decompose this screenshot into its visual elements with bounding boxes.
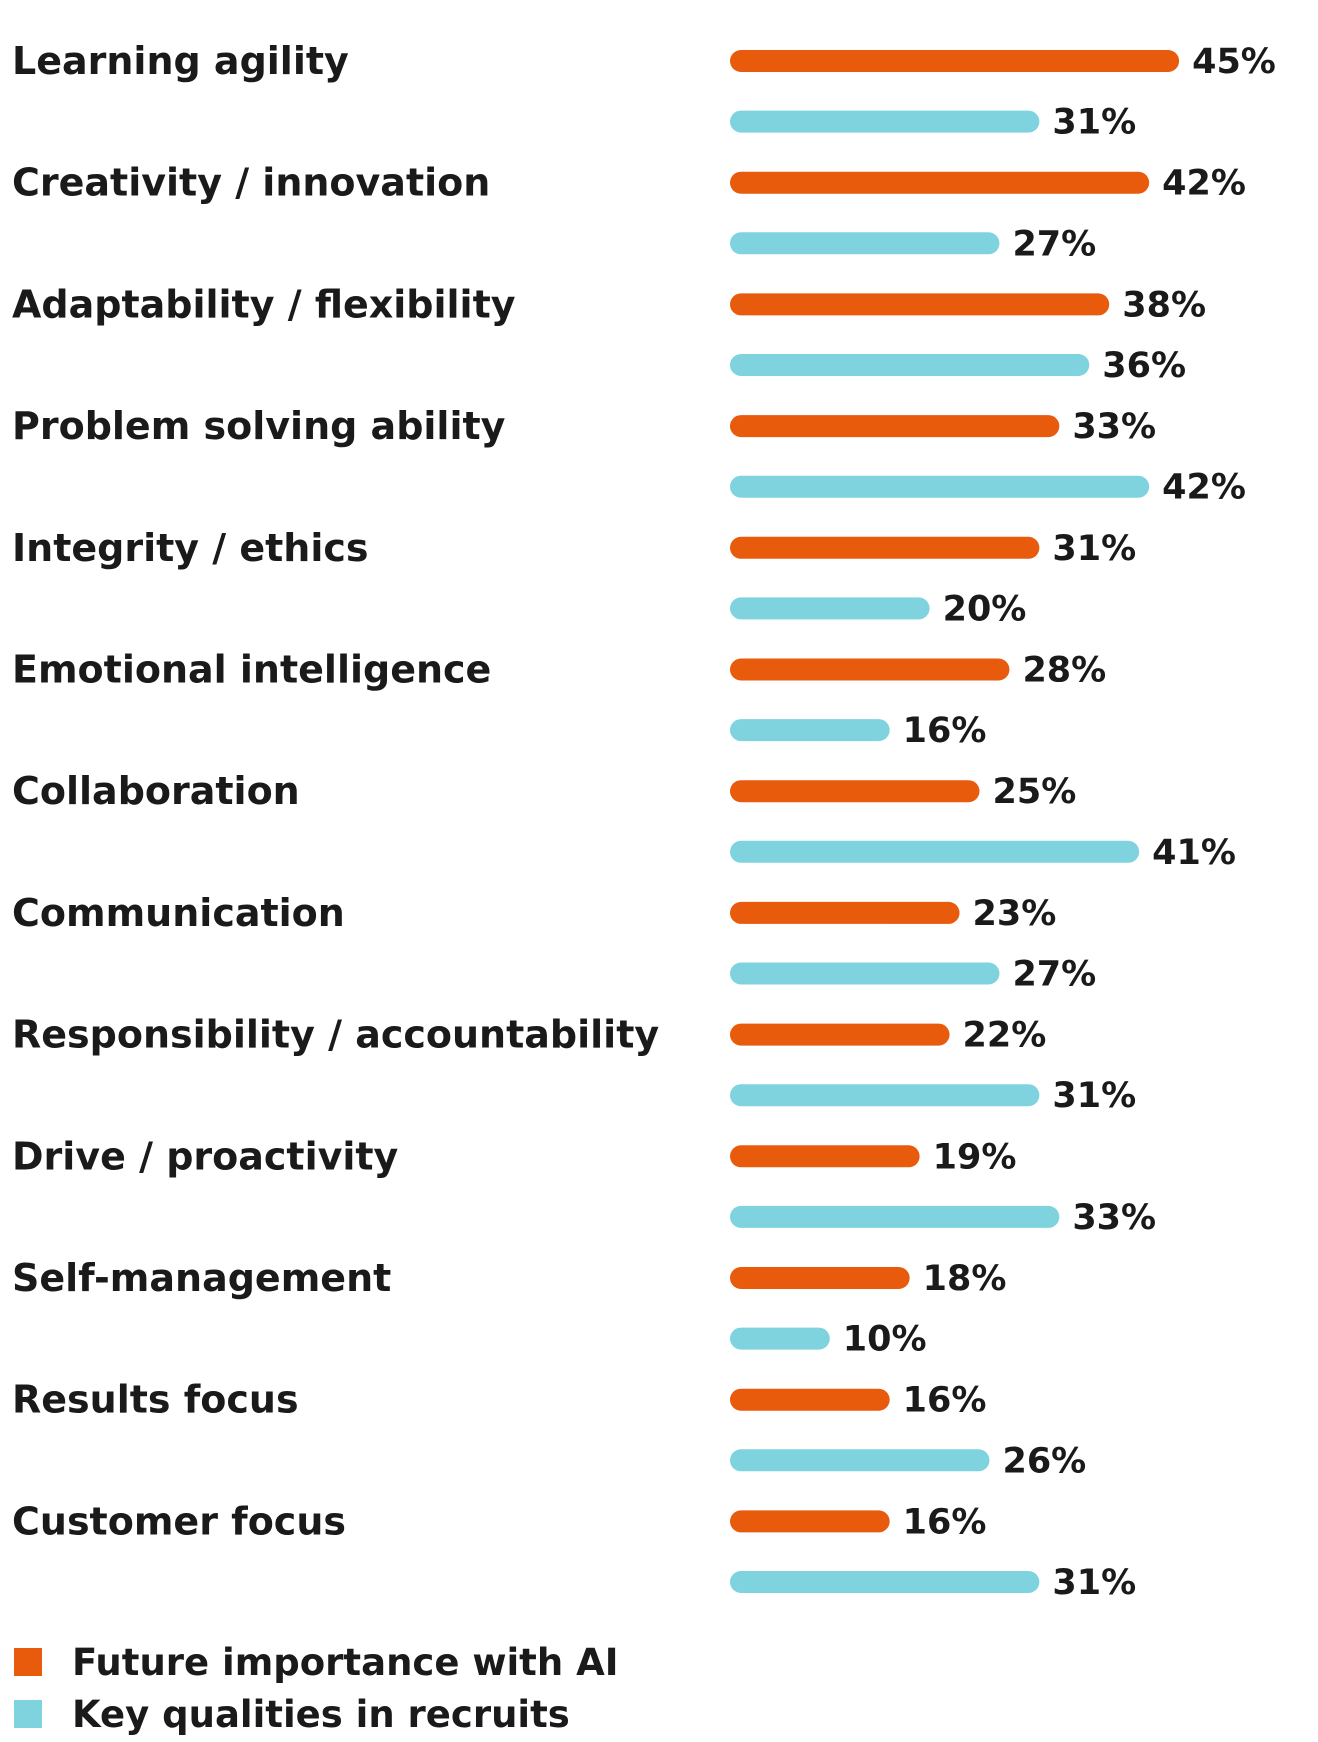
- value-label-collaboration-series-1: 25%: [993, 772, 1077, 812]
- value-label-self-management-series-1: 18%: [923, 1259, 1007, 1299]
- legend-label-key-qualities: Key qualities in recruits: [72, 1692, 570, 1736]
- legend-item-key-qualities: Key qualities in recruits: [14, 1688, 619, 1740]
- bar-self-management-series-1: [730, 1267, 910, 1289]
- category-label-problem-solving-ability: Problem solving ability: [12, 404, 506, 448]
- bar-adaptability-flexibility-series-2: [730, 354, 1090, 376]
- category-label-drive-proactivity: Drive / proactivity: [12, 1134, 399, 1178]
- value-label-learning-agility-series-1: 45%: [1192, 42, 1276, 82]
- bar-integrity-ethics-series-1: [730, 536, 1040, 559]
- category-label-communication: Communication: [12, 891, 345, 935]
- bar-responsibility-accountability-series-1: [730, 1023, 950, 1046]
- value-label-integrity-ethics-series-2: 20%: [943, 589, 1027, 629]
- value-label-responsibility-accountability-series-1: 22%: [963, 1016, 1047, 1056]
- value-label-responsibility-accountability-series-2: 31%: [1052, 1076, 1136, 1116]
- value-label-emotional-intelligence-series-2: 16%: [903, 711, 987, 751]
- bar-creativity-innovation-series-2: [730, 232, 1000, 255]
- category-label-integrity-ethics: Integrity / ethics: [12, 526, 369, 570]
- bar-drive-proactivity-series-2: [730, 1205, 1060, 1228]
- bar-results-focus-series-2: [730, 1449, 990, 1472]
- bar-problem-solving-ability-series-2: [730, 475, 1150, 498]
- value-label-problem-solving-ability-series-1: 33%: [1072, 407, 1156, 447]
- category-label-learning-agility: Learning agility: [12, 39, 349, 83]
- bar-customer-focus-series-1: [730, 1510, 890, 1533]
- value-label-communication-series-2: 27%: [1012, 955, 1096, 995]
- category-label-adaptability-flexibility: Adaptability / flexibility: [12, 282, 516, 326]
- bar-communication-series-1: [730, 901, 960, 924]
- value-label-drive-proactivity-series-2: 33%: [1072, 1198, 1156, 1238]
- value-label-integrity-ethics-series-1: 31%: [1052, 529, 1136, 569]
- bar-chart: Learning agility 45% 31% Creativity / innov…: [12, 39, 1276, 1603]
- legend-swatch-future-importance: [14, 1648, 42, 1676]
- value-label-self-management-series-2: 10%: [843, 1320, 927, 1360]
- value-label-adaptability-flexibility-series-2: 36%: [1102, 346, 1186, 386]
- bar-drive-proactivity-series-1: [730, 1145, 920, 1168]
- bar-problem-solving-ability-series-1: [730, 415, 1060, 438]
- category-label-collaboration: Collaboration: [12, 769, 300, 813]
- value-label-creativity-innovation-series-1: 42%: [1162, 164, 1246, 204]
- value-label-problem-solving-ability-series-2: 42%: [1162, 468, 1246, 508]
- bar-emotional-intelligence-series-2: [730, 719, 890, 742]
- value-label-collaboration-series-2: 41%: [1152, 833, 1236, 873]
- category-label-emotional-intelligence: Emotional intelligence: [12, 648, 491, 692]
- category-label-self-management: Self-management: [12, 1256, 391, 1300]
- bar-responsibility-accountability-series-2: [730, 1084, 1040, 1107]
- value-label-customer-focus-series-2: 31%: [1052, 1563, 1136, 1603]
- value-label-results-focus-series-2: 26%: [1002, 1441, 1086, 1481]
- bar-collaboration-series-2: [730, 840, 1140, 863]
- value-label-customer-focus-series-1: 16%: [903, 1502, 987, 1542]
- bar-emotional-intelligence-series-1: [730, 658, 1010, 681]
- bar-integrity-ethics-series-2: [730, 597, 930, 620]
- category-label-results-focus: Results focus: [12, 1378, 299, 1422]
- category-label-responsibility-accountability: Responsibility / accountability: [12, 1013, 659, 1057]
- value-label-emotional-intelligence-series-1: 28%: [1022, 651, 1106, 691]
- value-label-creativity-innovation-series-2: 27%: [1012, 224, 1096, 264]
- value-label-drive-proactivity-series-1: 19%: [933, 1137, 1017, 1177]
- legend: Future importance with AI Key qualities …: [14, 1636, 619, 1740]
- value-label-learning-agility-series-2: 31%: [1052, 103, 1136, 143]
- bar-collaboration-series-1: [730, 780, 980, 803]
- legend-label-future-importance: Future importance with AI: [72, 1640, 619, 1684]
- bar-customer-focus-series-2: [730, 1571, 1040, 1593]
- legend-swatch-key-qualities: [14, 1700, 42, 1728]
- bar-self-management-series-2: [730, 1327, 830, 1350]
- bar-creativity-innovation-series-1: [730, 171, 1150, 194]
- bar-learning-agility-series-2: [730, 110, 1040, 133]
- category-label-customer-focus: Customer focus: [12, 1499, 346, 1543]
- value-label-communication-series-1: 23%: [973, 894, 1057, 934]
- value-label-results-focus-series-1: 16%: [903, 1381, 987, 1421]
- bar-communication-series-2: [730, 962, 1000, 985]
- bar-learning-agility-series-1: [730, 50, 1180, 72]
- bar-results-focus-series-1: [730, 1388, 890, 1411]
- bar-adaptability-flexibility-series-1: [730, 293, 1110, 316]
- value-label-adaptability-flexibility-series-1: 38%: [1122, 285, 1206, 325]
- category-label-creativity-innovation: Creativity / innovation: [12, 161, 490, 205]
- legend-item-future-importance: Future importance with AI: [14, 1636, 619, 1688]
